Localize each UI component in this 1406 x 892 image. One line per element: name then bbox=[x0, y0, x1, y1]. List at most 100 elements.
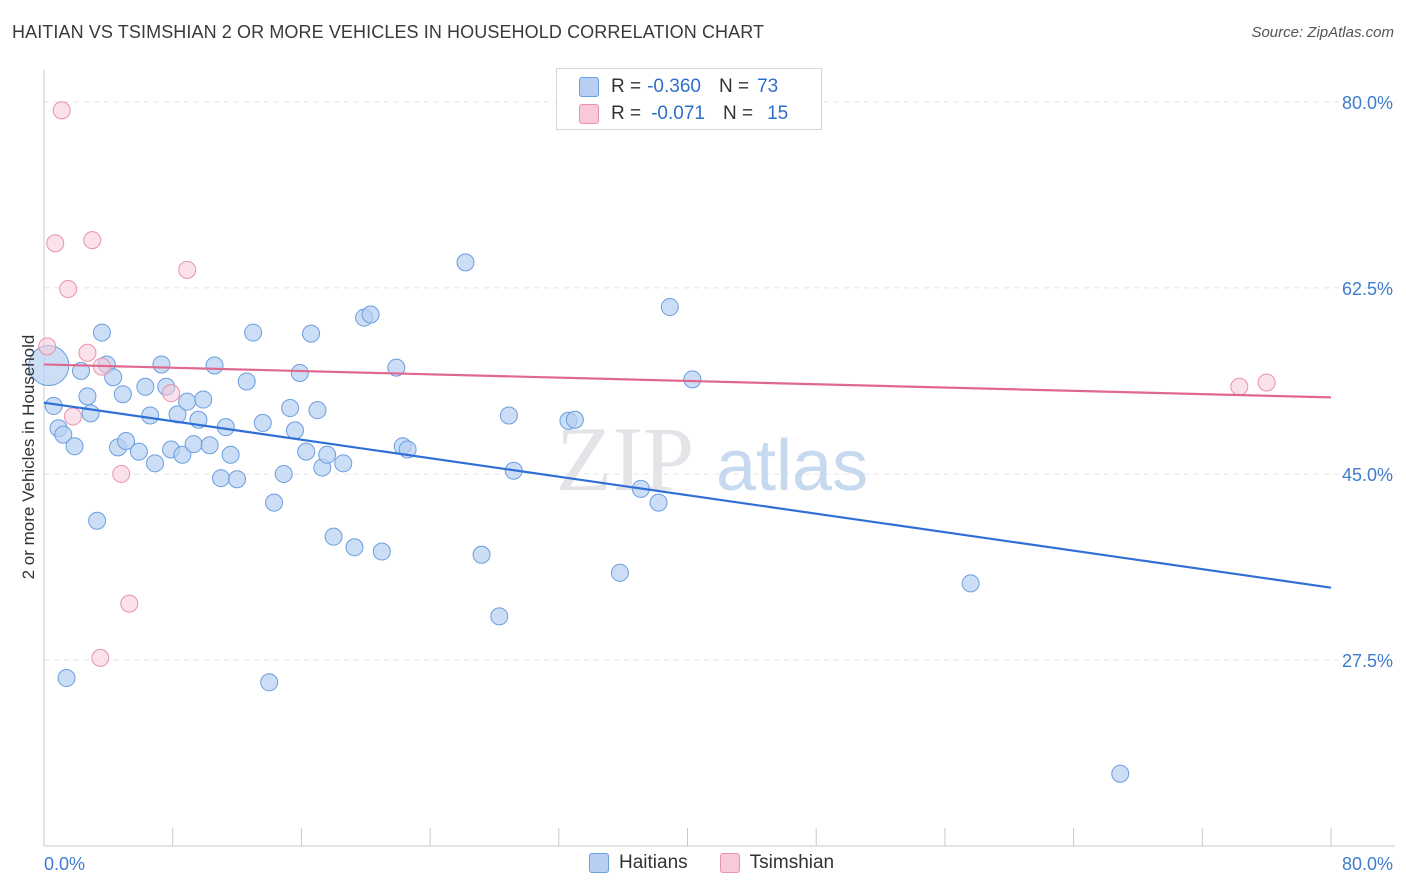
y-tick-label: 45.0% bbox=[1342, 465, 1393, 485]
haitians-point bbox=[92, 323, 111, 342]
legend-n-value: 73 bbox=[757, 76, 779, 97]
haitians-point bbox=[274, 464, 293, 483]
x-tick-labels: 0.0% 80.0% bbox=[44, 854, 1393, 874]
axes bbox=[43, 70, 1395, 847]
legend-r-label: R = bbox=[611, 103, 642, 124]
data-points bbox=[28, 101, 1276, 783]
tsimshian-point bbox=[120, 594, 139, 613]
tsimshian-legend-swatch bbox=[719, 853, 740, 873]
y-tick-label: 27.5% bbox=[1342, 651, 1393, 671]
haitians-point bbox=[499, 406, 518, 425]
legend-n-label: N = bbox=[722, 103, 754, 124]
haitians-point bbox=[136, 377, 155, 396]
haitians-point bbox=[565, 410, 584, 429]
tsimshian-point bbox=[178, 260, 197, 279]
haitians-point bbox=[683, 370, 702, 389]
haitians-point bbox=[387, 358, 406, 377]
haitians-point bbox=[649, 493, 668, 512]
haitians-trend-line bbox=[43, 401, 1332, 589]
trend-lines bbox=[43, 363, 1332, 589]
haitians-point bbox=[117, 431, 136, 450]
legend-label-tsimshian: Tsimshian bbox=[749, 852, 835, 873]
haitians-point bbox=[141, 406, 160, 425]
haitians-point bbox=[324, 527, 343, 546]
haitians-point bbox=[253, 413, 272, 432]
legend-item-tsimshian[interactable]: Tsimshian bbox=[719, 852, 835, 874]
legend-item-haitians[interactable]: Haitians bbox=[589, 852, 688, 874]
legend-n-value: 15 bbox=[767, 103, 789, 124]
haitians-point bbox=[178, 392, 197, 411]
legend-row-haitians: R = -0.360 N = 73 bbox=[579, 74, 778, 100]
haitians-point bbox=[113, 385, 132, 404]
tsimshian-point bbox=[112, 464, 131, 483]
haitians-point bbox=[490, 607, 509, 626]
haitians-point bbox=[228, 470, 247, 489]
tsimshian-point bbox=[63, 407, 82, 426]
legend-label-haitians: Haitians bbox=[619, 852, 688, 873]
haitians-point bbox=[200, 436, 219, 455]
haitians-point bbox=[297, 442, 316, 461]
haitians-point bbox=[660, 298, 679, 317]
haitians-point bbox=[610, 563, 629, 582]
haitians-point bbox=[472, 545, 491, 564]
haitians-point bbox=[237, 372, 256, 391]
haitians-point bbox=[265, 493, 284, 512]
haitians-point bbox=[81, 404, 100, 423]
watermark: ZIP atlas bbox=[556, 408, 868, 510]
y-tick-labels: 27.5% 45.0% 62.5% 80.0% bbox=[1342, 93, 1393, 671]
haitians-point bbox=[290, 363, 309, 382]
haitians-point bbox=[88, 511, 107, 530]
tsimshian-point bbox=[38, 337, 57, 356]
legend-r-label: R = bbox=[611, 76, 642, 97]
chart-title: HAITIAN VS TSIMSHIAN 2 OR MORE VEHICLES … bbox=[12, 22, 765, 42]
tsimshian-point bbox=[46, 234, 65, 253]
tsimshian-point bbox=[83, 231, 102, 250]
x-tick-label: 0.0% bbox=[44, 854, 85, 874]
tsimshian-point bbox=[52, 101, 71, 120]
tsimshian-swatch bbox=[579, 104, 599, 124]
watermark-atlas: atlas bbox=[716, 426, 868, 506]
tsimshian-point bbox=[78, 343, 97, 362]
haitians-point bbox=[334, 454, 353, 473]
haitians-point bbox=[1111, 764, 1130, 783]
legend-n-label: N = bbox=[718, 76, 750, 97]
legend-r-value: -0.360 bbox=[647, 76, 701, 97]
haitians-point bbox=[302, 324, 321, 343]
legend-r-value: -0.071 bbox=[651, 103, 705, 124]
haitians-point bbox=[361, 305, 380, 324]
haitians-point bbox=[173, 445, 192, 464]
haitians-point bbox=[211, 469, 230, 488]
y-tick-label: 80.0% bbox=[1342, 93, 1393, 113]
haitians-point bbox=[244, 323, 263, 342]
tsimshian-point bbox=[162, 384, 181, 403]
haitians-point bbox=[57, 669, 76, 688]
tsimshian-point bbox=[91, 648, 110, 667]
haitians-point bbox=[318, 445, 337, 464]
tsimshian-point bbox=[1257, 373, 1276, 392]
chart-source: Source: ZipAtlas.com bbox=[1251, 24, 1394, 41]
haitians-point bbox=[372, 542, 391, 561]
haitians-point bbox=[129, 442, 148, 461]
haitians-point bbox=[54, 425, 73, 444]
haitians-point bbox=[104, 368, 123, 387]
haitians-point bbox=[194, 390, 213, 409]
correlation-legend: R = -0.360 N = 73 R = -0.071 N = 15 bbox=[556, 68, 822, 130]
haitians-legend-swatch bbox=[589, 853, 609, 873]
tsimshian-trend-line bbox=[43, 363, 1332, 399]
haitians-point bbox=[345, 538, 364, 557]
haitians-point bbox=[205, 356, 224, 375]
haitians-point bbox=[221, 445, 240, 464]
y-tick-label: 62.5% bbox=[1342, 279, 1393, 299]
haitians-point bbox=[78, 387, 97, 406]
legend-row-tsimshian: R = -0.071 N = 15 bbox=[579, 101, 788, 127]
haitians-point bbox=[260, 673, 279, 692]
haitians-point bbox=[456, 253, 475, 272]
y-axis-label: 2 or more Vehicles in Household bbox=[19, 335, 38, 580]
series-legend: Haitians Tsimshian bbox=[589, 852, 866, 874]
haitians-point bbox=[65, 437, 84, 456]
haitians-point bbox=[184, 435, 203, 454]
haitians-point bbox=[146, 454, 165, 473]
haitians-point bbox=[961, 574, 980, 593]
haitians-point bbox=[285, 421, 304, 440]
